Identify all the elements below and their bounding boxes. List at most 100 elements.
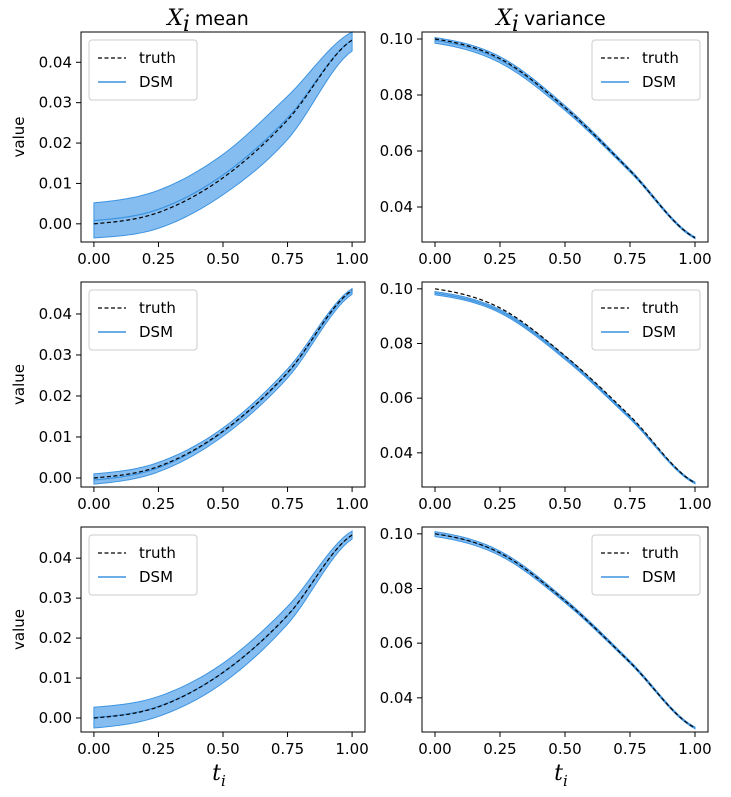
dsm-confidence-band bbox=[93, 31, 353, 239]
x-tick-label: 1.00 bbox=[678, 495, 711, 513]
y-tick-label: 0.06 bbox=[380, 634, 413, 652]
title-variable: X bbox=[165, 6, 184, 31]
x-tick-label: 0.50 bbox=[206, 495, 239, 513]
y-tick-label: 0.06 bbox=[380, 389, 413, 407]
legend-dsm-label: DSM bbox=[139, 568, 173, 586]
y-tick-label: 0.01 bbox=[39, 669, 72, 687]
title-subscript: i bbox=[183, 12, 190, 37]
x-axis-label: ti bbox=[554, 761, 568, 790]
y-tick-label: 0.04 bbox=[39, 305, 72, 323]
y-tick-label: 0.02 bbox=[39, 387, 72, 405]
y-axis-label: value bbox=[10, 609, 28, 650]
x-tick-label: 0.25 bbox=[483, 740, 516, 758]
column-title-mean: Xi mean bbox=[165, 6, 249, 37]
panel-r2-var: 0.00 0.25 0.50 0.75 1.00 0.04 0.06 0.08 0.10 trut… bbox=[380, 280, 712, 513]
title-subscript: i bbox=[512, 12, 519, 37]
x-tick-label: 0.50 bbox=[548, 495, 581, 513]
x-tick-label: 0.50 bbox=[548, 740, 581, 758]
dsm-series-line bbox=[434, 292, 696, 484]
y-tick-label: 0.10 bbox=[380, 525, 413, 543]
y-tick-label: 0.06 bbox=[380, 142, 413, 160]
dsm-series-line bbox=[93, 39, 353, 222]
dsm-confidence-band bbox=[434, 37, 696, 240]
legend: truth DSM bbox=[591, 39, 701, 101]
panel-r3-var: 0.00 0.25 0.50 0.75 1.00 0.04 0.06 0.08 0.10 ti tr… bbox=[380, 525, 712, 790]
x-axis-label: ti bbox=[212, 761, 226, 790]
legend: truth DSM bbox=[591, 534, 701, 596]
dsm-series-line bbox=[434, 533, 696, 729]
legend-truth-label: truth bbox=[139, 299, 176, 317]
y-tick-label: 0.00 bbox=[39, 709, 72, 727]
x-tick-label: 1.00 bbox=[678, 250, 711, 268]
legend-dsm-label: DSM bbox=[139, 323, 173, 341]
x-tick-label: 0.25 bbox=[142, 250, 175, 268]
truth-series-line bbox=[93, 289, 353, 479]
legend-truth-label: truth bbox=[642, 299, 679, 317]
x-tick-label: 0.00 bbox=[418, 250, 451, 268]
truth-series-line bbox=[93, 39, 353, 225]
column-title-variance: Xi variance bbox=[494, 6, 606, 37]
legend: truth DSM bbox=[591, 289, 701, 351]
y-tick-label: 0.10 bbox=[380, 30, 413, 48]
y-tick-label: 0.02 bbox=[39, 629, 72, 647]
x-tick-label: 0.75 bbox=[613, 250, 646, 268]
legend-dsm-label: DSM bbox=[642, 568, 676, 586]
panel-r3-mean: 0.00 0.25 0.50 0.75 1.00 0.00 0.01 0.02 0.03 0.04… bbox=[10, 526, 369, 790]
x-tick-label: 0.25 bbox=[483, 495, 516, 513]
legend-box bbox=[88, 289, 198, 351]
legend-truth-label: truth bbox=[139, 544, 176, 562]
y-tick-label: 0.04 bbox=[39, 53, 72, 71]
y-tick-label: 0.03 bbox=[39, 589, 72, 607]
dsm-confidence-band bbox=[93, 530, 353, 729]
panels: 0.00 0.25 0.50 0.75 1.00 0.00 0.01 0.02 0.03 0.04… bbox=[10, 30, 712, 790]
y-tick-label: 0.10 bbox=[380, 280, 413, 298]
x-tick-label: 0.00 bbox=[418, 740, 451, 758]
y-tick-label: 0.02 bbox=[39, 134, 72, 152]
title-variable: X bbox=[494, 6, 513, 31]
legend-dsm-label: DSM bbox=[139, 73, 173, 91]
legend-truth-label: truth bbox=[642, 49, 679, 67]
legend-box bbox=[88, 39, 198, 101]
y-axis-label: value bbox=[10, 117, 28, 158]
title-stat: variance bbox=[524, 8, 606, 30]
y-tick-label: 0.04 bbox=[380, 689, 413, 707]
x-tick-label: 0.50 bbox=[206, 250, 239, 268]
truth-series-line bbox=[434, 288, 696, 484]
x-tick-label: 0.00 bbox=[77, 740, 110, 758]
x-tick-label: 1.00 bbox=[678, 740, 711, 758]
y-axis-label: value bbox=[10, 364, 28, 405]
x-axis-variable: t bbox=[212, 761, 221, 786]
x-tick-label: 0.25 bbox=[483, 250, 516, 268]
y-tick-label: 0.04 bbox=[39, 549, 72, 567]
dsm-confidence-band bbox=[434, 290, 696, 485]
legend-box bbox=[88, 534, 198, 596]
x-tick-label: 0.75 bbox=[271, 740, 304, 758]
legend-box bbox=[591, 534, 701, 596]
y-tick-label: 0.00 bbox=[39, 469, 72, 487]
x-tick-label: 0.25 bbox=[142, 740, 175, 758]
x-tick-label: 0.50 bbox=[206, 740, 239, 758]
legend: truth DSM bbox=[88, 39, 198, 101]
legend-box bbox=[591, 289, 701, 351]
x-tick-label: 0.75 bbox=[271, 250, 304, 268]
panel-r2-mean: 0.00 0.25 0.50 0.75 1.00 0.00 0.01 0.02 0.03 0.04… bbox=[10, 281, 369, 513]
y-tick-label: 0.04 bbox=[380, 198, 413, 216]
column-titles: Xi mean Xi variance bbox=[165, 6, 606, 37]
y-tick-label: 0.08 bbox=[380, 335, 413, 353]
x-tick-label: 0.75 bbox=[271, 495, 304, 513]
title-stat: mean bbox=[195, 8, 249, 30]
legend: truth DSM bbox=[88, 534, 198, 596]
x-tick-label: 1.00 bbox=[335, 495, 368, 513]
y-tick-label: 0.03 bbox=[39, 94, 72, 112]
x-tick-label: 1.00 bbox=[335, 740, 368, 758]
x-tick-label: 0.75 bbox=[613, 495, 646, 513]
panel-r1-var: 0.00 0.25 0.50 0.75 1.00 0.04 0.06 0.08 0.10 trut… bbox=[380, 30, 712, 268]
truth-series-line bbox=[93, 534, 353, 719]
x-tick-label: 0.50 bbox=[548, 250, 581, 268]
legend-truth-label: truth bbox=[139, 49, 176, 67]
dsm-confidence-band bbox=[434, 531, 696, 730]
y-tick-label: 0.04 bbox=[380, 444, 413, 462]
y-tick-label: 0.08 bbox=[380, 580, 413, 598]
dsm-confidence-band bbox=[93, 287, 353, 485]
